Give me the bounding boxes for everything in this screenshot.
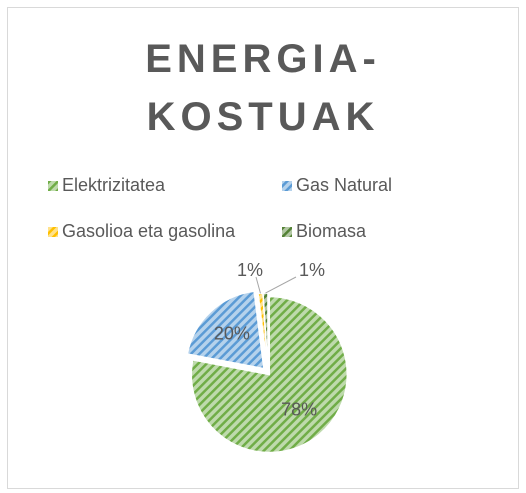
legend-swatch: [48, 227, 58, 237]
chart-title: ENERGIA-KOSTUAK: [145, 37, 381, 139]
legend-swatch: [48, 181, 58, 191]
data-label: 78%: [281, 399, 317, 419]
legend-label: Gasolioa eta gasolina: [62, 221, 236, 241]
pie-slice: [190, 295, 348, 454]
pie-slice: [186, 290, 265, 370]
chart-border: [7, 7, 519, 489]
data-label: 1%: [237, 260, 263, 280]
data-label: 1%: [299, 260, 325, 280]
legend-swatch: [282, 181, 292, 191]
leader-line: [265, 276, 297, 294]
leader-line: [255, 276, 261, 294]
data-label: 20%: [214, 323, 250, 343]
legend-label: Biomasa: [296, 221, 367, 241]
legend-label: Gas Natural: [296, 175, 392, 195]
legend-label: Elektrizitatea: [62, 175, 166, 195]
legend-swatch: [282, 227, 292, 237]
